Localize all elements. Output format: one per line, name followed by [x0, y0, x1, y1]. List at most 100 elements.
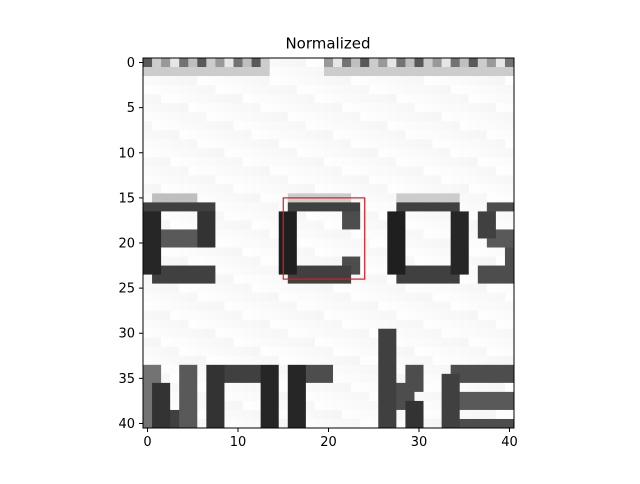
heatmap-cell: [495, 409, 506, 420]
heatmap-cell: [342, 373, 352, 384]
heatmap-cell: [387, 391, 397, 402]
heatmap-cell: [305, 229, 316, 239]
heatmap-cell: [378, 157, 388, 167]
heatmap-cell: [143, 67, 153, 77]
heatmap-cell: [251, 382, 262, 393]
heatmap-cell: [432, 292, 443, 303]
heatmap-cell: [432, 256, 443, 267]
heatmap-cell: [396, 202, 406, 212]
heatmap-cell: [242, 184, 253, 194]
heatmap-cell: [432, 310, 443, 321]
heatmap-cell: [432, 328, 443, 339]
heatmap-cell: [351, 130, 361, 140]
heatmap-cell: [224, 175, 234, 185]
heatmap-cell: [333, 247, 343, 258]
heatmap-cell: [333, 103, 343, 113]
heatmap-cell: [423, 400, 434, 411]
heatmap-cell: [269, 130, 280, 140]
heatmap-cell: [486, 148, 497, 158]
heatmap-cell: [468, 76, 479, 86]
heatmap-cell: [323, 373, 334, 384]
heatmap-cell: [179, 85, 189, 95]
heatmap-cell: [468, 58, 479, 68]
heatmap-cell: [143, 364, 153, 375]
heatmap-cell: [441, 310, 452, 321]
heatmap-cell: [333, 220, 343, 230]
heatmap-cell: [369, 238, 379, 249]
heatmap-cell: [396, 67, 406, 77]
heatmap-cell: [188, 76, 198, 86]
heatmap-cell: [495, 193, 506, 203]
heatmap-cell: [414, 184, 425, 194]
heatmap-cell: [414, 355, 425, 366]
heatmap-cell: [305, 283, 316, 294]
heatmap-cell: [459, 283, 470, 294]
heatmap-cell: [287, 310, 298, 321]
heatmap-cell: [360, 157, 370, 167]
heatmap-cell: [342, 256, 352, 267]
heatmap-cell: [459, 274, 470, 285]
heatmap-cell: [486, 94, 497, 104]
heatmap-cell: [459, 346, 470, 357]
heatmap-cell: [323, 238, 334, 249]
heatmap-cell: [396, 319, 406, 330]
heatmap-cell: [486, 373, 497, 384]
heatmap-cell: [459, 139, 470, 149]
heatmap-cell: [197, 292, 207, 303]
heatmap-cell: [423, 67, 434, 77]
heatmap-cell: [305, 391, 316, 402]
heatmap-cell: [468, 310, 479, 321]
heatmap-cell: [206, 346, 216, 357]
heatmap-cell: [405, 76, 415, 86]
heatmap-cell: [441, 148, 452, 158]
heatmap-cell: [405, 211, 415, 221]
heatmap-cell: [504, 391, 515, 402]
heatmap-cell: [378, 121, 388, 131]
y-tick-label: 0: [127, 56, 135, 71]
heatmap-cell: [387, 418, 397, 429]
heatmap-cell: [197, 238, 207, 249]
heatmap-cell: [206, 166, 216, 176]
heatmap-cell: [414, 130, 425, 140]
heatmap-cell: [378, 220, 388, 230]
heatmap-cell: [387, 58, 397, 68]
heatmap-cell: [251, 166, 262, 176]
heatmap-cell: [314, 301, 325, 312]
heatmap-cell: [296, 391, 307, 402]
heatmap-cell: [251, 94, 262, 104]
heatmap-cell: [197, 58, 207, 68]
heatmap-cell: [459, 85, 470, 95]
heatmap-cell: [197, 94, 207, 104]
heatmap-cell: [188, 355, 198, 366]
heatmap-cell: [423, 337, 434, 348]
heatmap-cell: [269, 355, 280, 366]
heatmap-cell: [152, 67, 162, 77]
heatmap-cell: [387, 220, 397, 230]
heatmap-cell: [504, 166, 515, 176]
heatmap-cell: [170, 301, 180, 312]
heatmap-cell: [206, 148, 216, 158]
heatmap-cell: [251, 121, 262, 131]
heatmap-cell: [188, 175, 198, 185]
heatmap-cell: [342, 409, 352, 420]
heatmap-cell: [432, 94, 443, 104]
heatmap-cell: [323, 310, 334, 321]
heatmap-cell: [170, 328, 180, 339]
heatmap-cell: [495, 400, 506, 411]
heatmap-cell: [188, 229, 198, 239]
heatmap-cell: [152, 328, 162, 339]
heatmap-cell: [468, 193, 479, 203]
heatmap-cell: [477, 139, 488, 149]
heatmap-cell: [152, 301, 162, 312]
heatmap-cell: [369, 139, 379, 149]
heatmap-cell: [143, 148, 153, 158]
heatmap-cell: [233, 265, 244, 276]
heatmap-cell: [278, 400, 289, 411]
heatmap-cell: [369, 310, 379, 321]
heatmap-cell: [197, 409, 207, 420]
heatmap-cell: [251, 85, 262, 95]
heatmap-cell: [450, 211, 461, 221]
heatmap-cell: [351, 319, 361, 330]
heatmap-cell: [143, 283, 153, 294]
heatmap-cell: [188, 346, 198, 357]
